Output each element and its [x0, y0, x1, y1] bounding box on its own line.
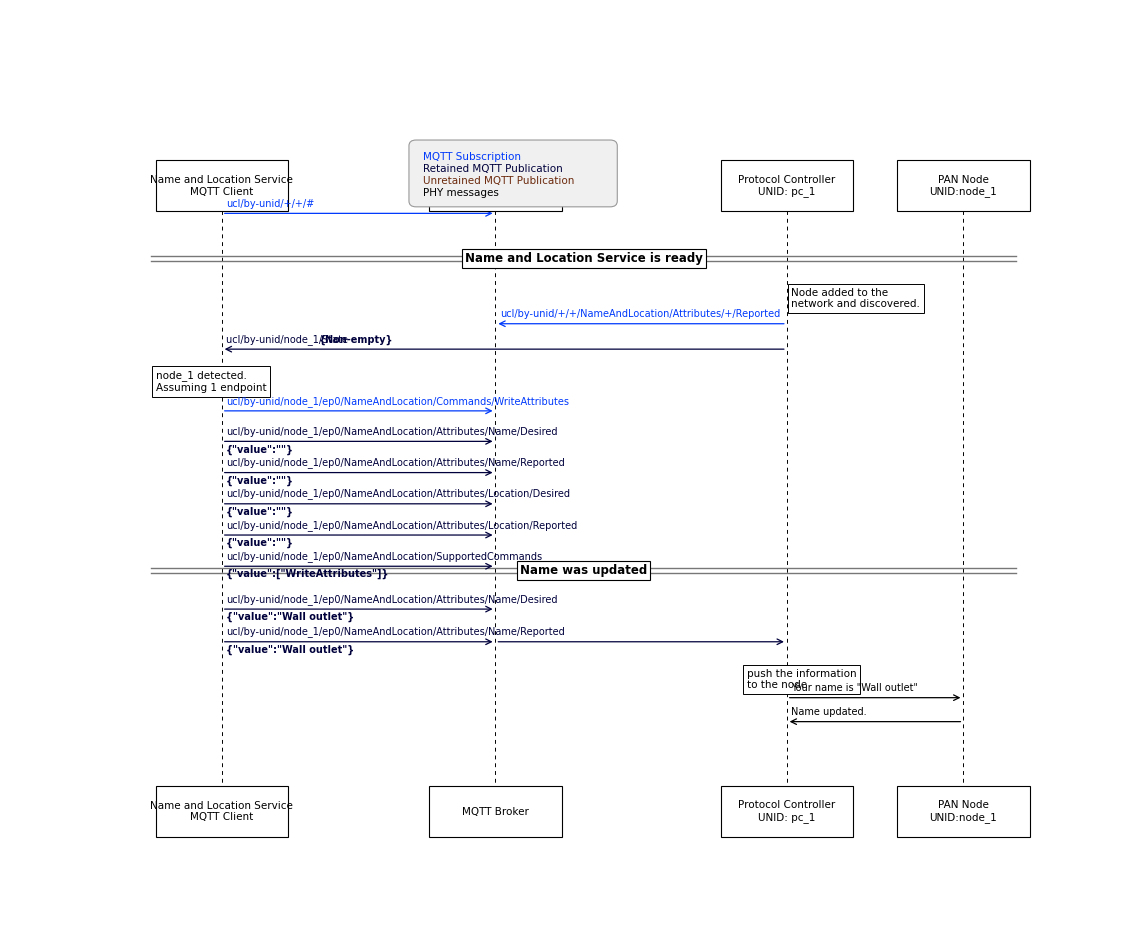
- Text: MQTT Broker: MQTT Broker: [462, 806, 528, 817]
- Text: ucl/by-unid/node_1/ep0/NameAndLocation/Attributes/Name/Desired: ucl/by-unid/node_1/ep0/NameAndLocation/A…: [227, 426, 558, 437]
- Text: Name and Location Service is ready: Name and Location Service is ready: [465, 252, 703, 265]
- Text: PAN Node
UNID:node_1: PAN Node UNID:node_1: [929, 174, 997, 197]
- Text: Retained MQTT Publication: Retained MQTT Publication: [423, 164, 563, 174]
- Text: {"value":["WriteAttributes"]}: {"value":["WriteAttributes"]}: [227, 570, 390, 579]
- Text: PHY messages: PHY messages: [423, 189, 499, 198]
- FancyBboxPatch shape: [898, 786, 1030, 837]
- FancyBboxPatch shape: [429, 786, 562, 837]
- FancyBboxPatch shape: [409, 140, 617, 207]
- Text: {Non-empty}: {Non-empty}: [319, 335, 393, 345]
- Text: push the information
to the node: push the information to the node: [747, 669, 857, 690]
- Text: ucl/by-unid/+/+/NameAndLocation/Attributes/+/Reported: ucl/by-unid/+/+/NameAndLocation/Attribut…: [500, 309, 780, 320]
- FancyBboxPatch shape: [721, 160, 853, 211]
- Text: ucl/by-unid/node_1/ep0/NameAndLocation/Commands/WriteAttributes: ucl/by-unid/node_1/ep0/NameAndLocation/C…: [227, 396, 570, 406]
- FancyBboxPatch shape: [156, 160, 288, 211]
- Text: {"value":""}: {"value":""}: [227, 506, 294, 517]
- FancyBboxPatch shape: [721, 786, 853, 837]
- Text: {"value":""}: {"value":""}: [227, 475, 294, 486]
- Text: Name and Location Service
MQTT Client: Name and Location Service MQTT Client: [150, 801, 293, 822]
- FancyBboxPatch shape: [429, 160, 562, 211]
- Text: ucl/by-unid/node_1/ep0/NameAndLocation/Attributes/Location/Reported: ucl/by-unid/node_1/ep0/NameAndLocation/A…: [227, 520, 577, 531]
- FancyBboxPatch shape: [898, 160, 1030, 211]
- Text: Protocol Controller
UNID: pc_1: Protocol Controller UNID: pc_1: [738, 174, 835, 197]
- Text: ucl/by-unid/node_1/ep0/NameAndLocation/Attributes/Location/Desired: ucl/by-unid/node_1/ep0/NameAndLocation/A…: [227, 488, 571, 500]
- Text: MQTT Subscription: MQTT Subscription: [423, 152, 521, 161]
- Text: Name and Location Service
MQTT Client: Name and Location Service MQTT Client: [150, 175, 293, 196]
- Text: Protocol Controller
UNID: pc_1: Protocol Controller UNID: pc_1: [738, 801, 835, 823]
- Text: Name was updated: Name was updated: [521, 564, 647, 577]
- Text: ucl/by-unid/node_1/ep0/NameAndLocation/Attributes/Name/Reported: ucl/by-unid/node_1/ep0/NameAndLocation/A…: [227, 626, 565, 637]
- Text: {"value":""}: {"value":""}: [227, 538, 294, 548]
- Text: node_1 detected.
Assuming 1 endpoint: node_1 detected. Assuming 1 endpoint: [156, 371, 267, 393]
- Text: ucl/by-unid/node_1/ep0/NameAndLocation/Attributes/Name/Reported: ucl/by-unid/node_1/ep0/NameAndLocation/A…: [227, 457, 565, 469]
- Text: Name updated.: Name updated.: [792, 707, 867, 718]
- Text: {"value":""}: {"value":""}: [227, 444, 294, 455]
- FancyBboxPatch shape: [156, 786, 288, 837]
- Text: ucl/by-unid/node_1/State: ucl/by-unid/node_1/State: [227, 334, 351, 345]
- Text: ucl/by-unid/node_1/ep0/NameAndLocation/Attributes/Name/Desired: ucl/by-unid/node_1/ep0/NameAndLocation/A…: [227, 594, 558, 604]
- Text: {"value":"Wall outlet"}: {"value":"Wall outlet"}: [227, 612, 354, 622]
- Text: Unretained MQTT Publication: Unretained MQTT Publication: [423, 176, 574, 186]
- Text: MQTT Broker: MQTT Broker: [462, 181, 528, 190]
- Text: {"value":"Wall outlet"}: {"value":"Wall outlet"}: [227, 645, 354, 655]
- Text: Node added to the
network and discovered.: Node added to the network and discovered…: [792, 288, 920, 309]
- Text: ucl/by-unid/node_1/ep0/NameAndLocation/SupportedCommands: ucl/by-unid/node_1/ep0/NameAndLocation/S…: [227, 551, 542, 562]
- Text: Your name is "Wall outlet": Your name is "Wall outlet": [792, 684, 918, 693]
- Text: PAN Node
UNID:node_1: PAN Node UNID:node_1: [929, 801, 997, 823]
- Text: ucl/by-unid/+/+/#: ucl/by-unid/+/+/#: [227, 199, 314, 209]
